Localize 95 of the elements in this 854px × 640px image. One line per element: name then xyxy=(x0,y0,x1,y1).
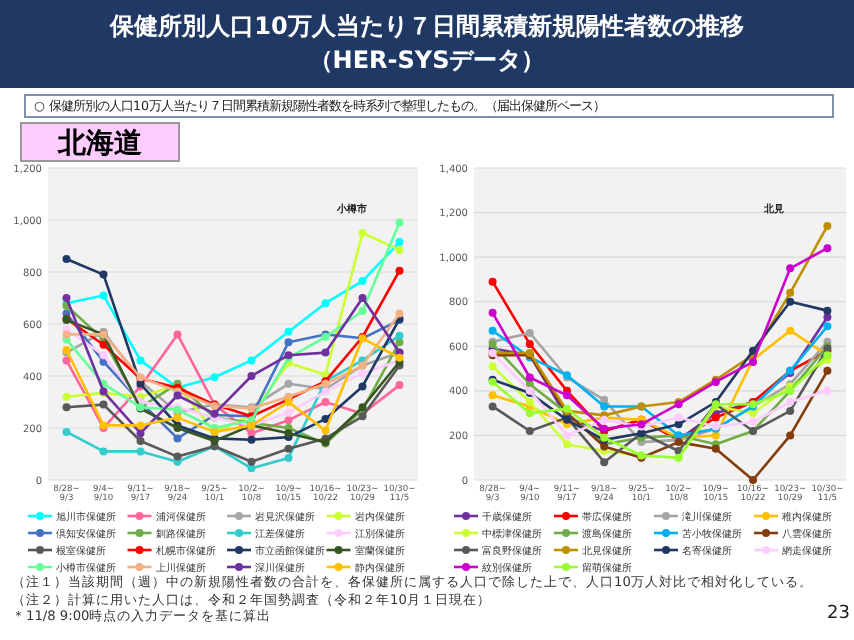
point xyxy=(786,398,795,406)
point xyxy=(711,431,720,440)
point xyxy=(136,356,145,365)
point xyxy=(62,330,71,339)
point xyxy=(786,431,795,440)
point xyxy=(321,348,330,357)
point xyxy=(284,327,293,336)
point xyxy=(284,379,293,388)
point xyxy=(247,356,256,365)
point xyxy=(210,373,219,382)
point xyxy=(488,402,497,411)
point xyxy=(284,408,293,417)
point xyxy=(99,270,108,279)
point xyxy=(358,382,367,391)
point xyxy=(395,331,404,340)
point xyxy=(62,392,71,401)
point xyxy=(749,418,757,427)
point xyxy=(358,294,367,302)
point xyxy=(525,426,534,435)
point xyxy=(786,326,795,335)
point xyxy=(525,409,534,418)
point xyxy=(488,277,497,286)
point xyxy=(284,453,293,462)
chart-title: 保健所別人口10万人当たり７日間累積新規陽性者数の推移（HER-SYSデータ） xyxy=(0,0,854,88)
point xyxy=(358,229,367,237)
point xyxy=(284,416,293,425)
point xyxy=(62,427,71,436)
point xyxy=(525,398,534,406)
point xyxy=(99,291,108,300)
point xyxy=(284,338,293,347)
point xyxy=(136,437,145,445)
point xyxy=(749,409,757,418)
point xyxy=(823,244,832,253)
point xyxy=(321,414,330,423)
point xyxy=(62,403,71,412)
point xyxy=(525,340,534,349)
point xyxy=(488,308,497,317)
point xyxy=(600,402,609,411)
point xyxy=(395,309,404,318)
point xyxy=(247,435,256,444)
point xyxy=(358,307,367,315)
point xyxy=(173,413,182,422)
point xyxy=(99,340,108,349)
text: 23 xyxy=(825,604,850,624)
point xyxy=(395,238,404,247)
point xyxy=(99,447,108,456)
point xyxy=(823,366,832,375)
point xyxy=(173,330,182,339)
point xyxy=(173,452,182,461)
point xyxy=(62,294,71,302)
point xyxy=(823,221,832,230)
point xyxy=(284,444,293,453)
point xyxy=(749,346,757,355)
point xyxy=(395,266,404,275)
point xyxy=(358,277,367,286)
point xyxy=(525,373,534,382)
point xyxy=(600,395,609,404)
point xyxy=(488,326,497,335)
point xyxy=(563,431,571,440)
point xyxy=(823,306,832,315)
point xyxy=(62,255,71,263)
point xyxy=(247,372,256,380)
point xyxy=(488,391,497,400)
point xyxy=(674,420,683,429)
point xyxy=(395,381,404,390)
point xyxy=(674,413,683,422)
point xyxy=(395,245,404,254)
point xyxy=(786,264,795,273)
text: 北海道 xyxy=(20,122,180,162)
point xyxy=(136,447,145,456)
point xyxy=(525,328,534,337)
point xyxy=(563,391,571,400)
point xyxy=(62,356,71,365)
point xyxy=(247,457,256,466)
point xyxy=(358,369,367,378)
point xyxy=(600,458,609,467)
point xyxy=(321,398,330,406)
point xyxy=(786,297,795,306)
point xyxy=(823,313,832,322)
point xyxy=(823,386,832,395)
point xyxy=(749,476,757,484)
point xyxy=(786,406,795,415)
point xyxy=(786,288,795,297)
point xyxy=(136,429,145,438)
point xyxy=(563,440,571,449)
point xyxy=(99,400,108,409)
point xyxy=(395,218,404,227)
point xyxy=(247,429,256,438)
point xyxy=(321,299,330,308)
point xyxy=(488,362,497,371)
point xyxy=(136,421,145,430)
point xyxy=(99,351,108,360)
point xyxy=(321,426,330,435)
point xyxy=(173,434,182,443)
point xyxy=(823,322,832,331)
